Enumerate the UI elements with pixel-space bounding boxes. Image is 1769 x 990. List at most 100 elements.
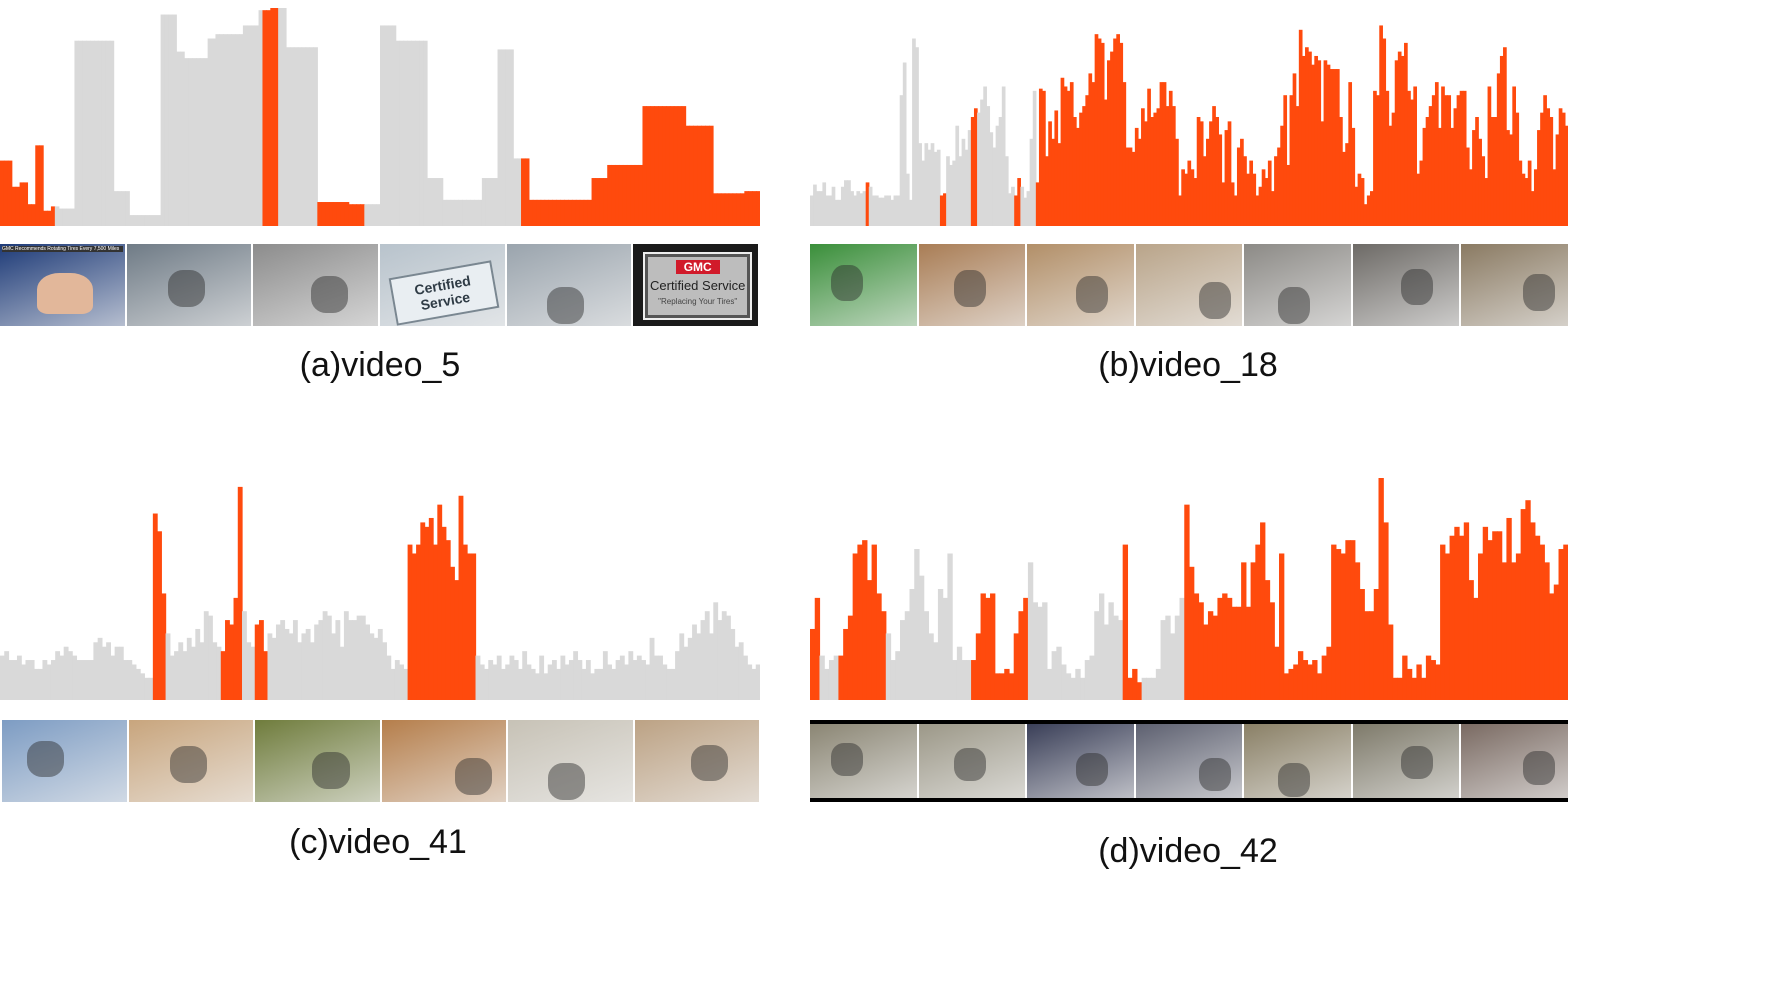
highlighted-bar (1493, 117, 1498, 226)
bar (577, 660, 583, 700)
scene-subject (1400, 746, 1433, 780)
highlighted-bar (152, 513, 158, 700)
highlighted-bar (618, 164, 624, 226)
scene-subject (1523, 751, 1556, 785)
bar (501, 668, 506, 700)
highlighted-bar (1478, 138, 1482, 226)
highlighted-bar (27, 204, 32, 226)
highlighted-bar (1364, 611, 1370, 700)
bar (619, 655, 625, 700)
highlighted-bar (1245, 606, 1252, 700)
highlighted-bar (1402, 655, 1408, 700)
bar (1179, 597, 1185, 700)
bar (326, 615, 332, 700)
highlighted-bar (1357, 173, 1362, 226)
bar (474, 199, 479, 226)
highlighted-bar (1499, 55, 1504, 226)
highlighted-bar (1561, 112, 1566, 226)
bar (952, 660, 958, 700)
highlighted-bar (1131, 151, 1136, 226)
video-frame-thumbnail: GMC Certified Service "Replacing Your Tire… (633, 244, 758, 326)
bar (509, 49, 514, 226)
highlighted-bar (1045, 156, 1049, 226)
bar (522, 651, 528, 700)
highlighted-bar (233, 597, 239, 700)
highlighted-bar (344, 202, 350, 226)
bar (568, 660, 574, 700)
highlighted-bar (1533, 169, 1538, 226)
scene-subject (1278, 763, 1311, 797)
bar (297, 47, 303, 226)
bar (383, 25, 389, 226)
bar (118, 646, 124, 700)
bar (1117, 620, 1124, 700)
highlighted-bar (1544, 562, 1550, 700)
highlighted-bar (587, 199, 593, 226)
bar (1170, 633, 1176, 700)
caption-b: (b)video_18 (1098, 346, 1278, 384)
highlighted-bar (1392, 677, 1399, 700)
highlighted-bar (1369, 191, 1374, 226)
bar (479, 664, 485, 700)
bar (297, 642, 303, 700)
highlighted-bar (1162, 82, 1167, 226)
highlighted-bar (1267, 160, 1272, 226)
bar (160, 14, 166, 226)
bar (949, 164, 953, 226)
panel-d: (d)video_42 (810, 470, 1568, 890)
highlighted-bar (1127, 677, 1133, 700)
highlighted-bar (1231, 606, 1237, 700)
highlighted-bar (31, 204, 36, 226)
highlighted-bar (1348, 82, 1353, 226)
bar (847, 180, 851, 226)
bar (937, 589, 944, 700)
bar (415, 40, 420, 226)
bar (280, 620, 286, 700)
video-frame-thumbnail: GMC Recommends Rotating Tires Every 7,50… (0, 244, 127, 326)
highlighted-bar (1419, 160, 1424, 226)
highlighted-bar (650, 106, 655, 226)
highlighted-bar (712, 193, 718, 226)
highlighted-bar (1373, 589, 1380, 700)
highlighted-bar (1404, 42, 1408, 226)
highlighted-bar (1473, 597, 1479, 700)
highlighted-bar (638, 164, 644, 226)
highlighted-bar (1463, 522, 1470, 700)
highlighted-bar (1125, 147, 1130, 226)
highlighted-bar (1537, 130, 1541, 226)
bar (585, 660, 591, 700)
scene-subject (169, 746, 207, 784)
panel-a: GMC Recommends Rotating Tires Every 7,50… (0, 0, 760, 400)
bar (438, 178, 444, 226)
highlighted-bar (1042, 90, 1046, 226)
bar (887, 195, 892, 226)
bar (859, 193, 864, 226)
bar (419, 40, 424, 226)
bar (59, 655, 65, 700)
bar (54, 206, 60, 226)
highlighted-bar (658, 106, 663, 226)
bar (191, 58, 197, 226)
bar (904, 611, 911, 700)
highlighted-bar (1260, 522, 1266, 700)
highlighted-bar (843, 628, 849, 700)
highlighted-bar (1224, 130, 1229, 226)
bar (1032, 90, 1037, 226)
highlighted-bar (728, 193, 734, 226)
bar (1042, 602, 1048, 700)
bar (434, 178, 440, 226)
bar (517, 158, 522, 226)
scene-subject (953, 270, 986, 308)
bar (293, 47, 299, 226)
highlighted-bar (1264, 178, 1269, 226)
highlighted-bar (1335, 549, 1342, 700)
bar (144, 215, 150, 226)
bar (581, 668, 587, 700)
highlighted-bar (1449, 535, 1455, 700)
bar (267, 633, 273, 700)
bar (1108, 602, 1114, 700)
bar (254, 25, 260, 226)
bar (900, 620, 906, 700)
bar (704, 611, 710, 700)
bar (899, 95, 904, 226)
